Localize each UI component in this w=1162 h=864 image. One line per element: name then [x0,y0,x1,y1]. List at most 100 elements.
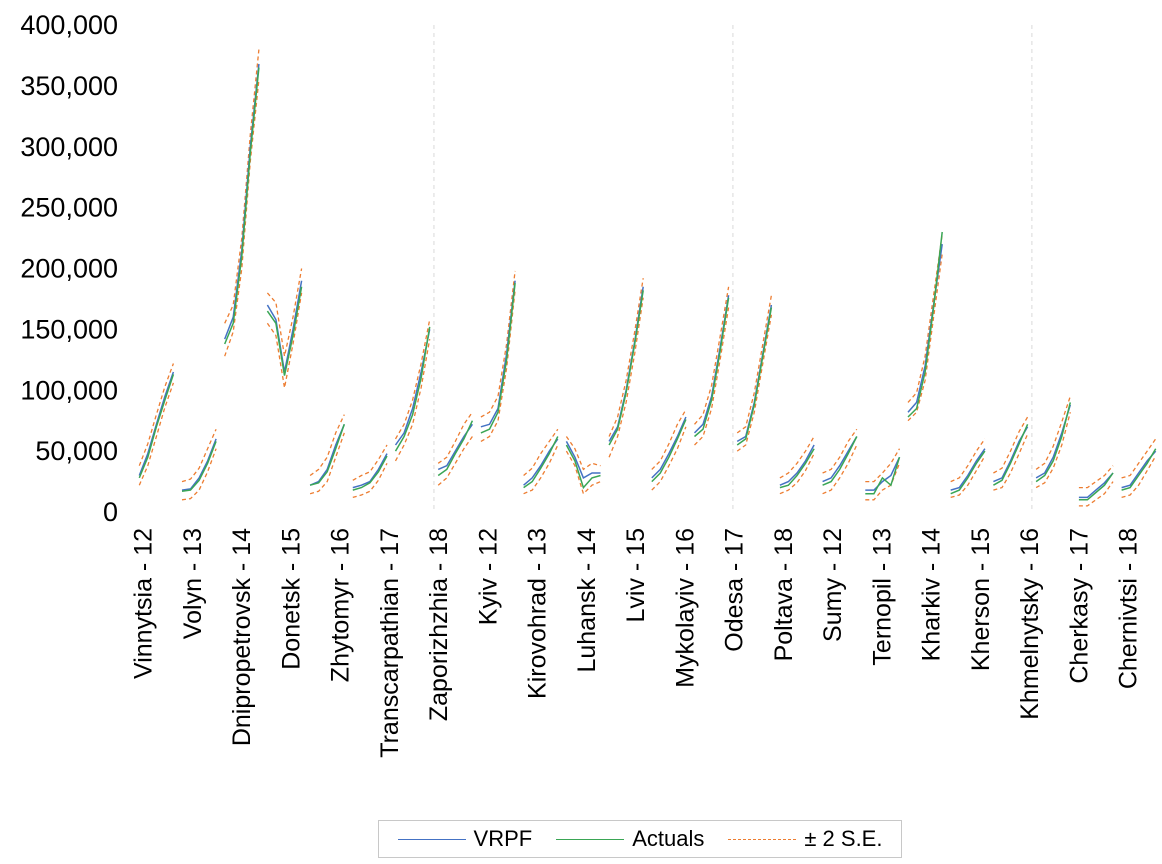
actuals-line [352,455,388,491]
y-tick-label: 350,000 [20,71,118,101]
se-lower-line [309,432,345,495]
actuals-line [694,297,730,438]
vrpf-line [822,436,858,483]
vrpf-line [266,280,303,373]
vrpf-lines [138,63,1157,499]
se-lower-line [138,382,175,486]
legend-swatch-vrpf [397,838,466,840]
y-tick-label: 400,000 [20,10,118,40]
vrpf-line [181,438,217,491]
se-upper-line [1078,465,1114,489]
actuals-line [138,374,175,479]
actuals-lines [138,67,1157,501]
se-upper-line [523,428,559,476]
legend-swatch-se [728,838,797,840]
vrpf-line [907,243,943,413]
actuals-line [736,307,773,446]
x-tick-label: Zhytomyr - 16 [327,528,355,682]
se-lower-line [694,307,730,446]
vrpf-line [779,444,815,486]
actuals-line [437,420,474,477]
actuals-line [907,231,943,418]
se-upper-line [1035,396,1071,470]
se-lower-line [907,253,943,422]
se-lower-line [865,463,901,501]
actuals-line [309,424,346,486]
vrpf-line [565,441,601,479]
actuals-line [865,456,901,495]
se-upper-line [907,234,943,403]
actuals-line [1078,472,1114,501]
se-upper-line [651,409,687,470]
legend-item-vrpf: VRPF [397,826,533,852]
vrpf-line [224,63,260,340]
x-tick-label: Dnipropetrovsk - 14 [228,528,256,746]
se-band-lines [138,49,1157,507]
se-upper-line [950,438,986,483]
actuals-line [480,283,516,434]
legend-item-actuals: Actuals [556,826,704,852]
x-tick-label: Zaporizhzhia - 18 [425,528,453,721]
actuals-line [224,67,260,345]
se-upper-line [224,49,260,324]
x-tick-label: Odesa - 17 [721,528,749,652]
se-upper-line [993,416,1029,474]
actuals-line [1035,402,1072,483]
y-tick-label: 250,000 [20,193,118,223]
se-upper-line [736,295,773,434]
actuals-line [181,441,217,493]
se-upper-line [1121,438,1157,479]
vrpf-line [309,424,345,486]
x-tick-label: Chernivtsi - 18 [1115,528,1143,689]
x-tick-label: Kharkiv - 14 [918,528,946,661]
se-upper-line [608,278,644,437]
x-tick-label: Mykolayiv - 16 [671,528,699,688]
se-lower-line [1078,481,1114,507]
se-lower-line [1121,455,1157,499]
x-tick-label: Volyn - 13 [179,528,207,639]
x-tick-label: Transcarpathian - 17 [376,528,404,758]
se-upper-line [480,270,516,418]
legend-swatch-actuals [556,838,625,840]
y-axis-ticks: 0 50,000 100,000 150,000 200,000 250,000 300,0… [20,10,118,527]
actuals-line [394,326,431,452]
vrpf-line [608,286,644,442]
se-upper-line [822,428,858,474]
vrpf-line [950,448,986,491]
actuals-line [1121,448,1157,491]
actuals-line [266,286,303,376]
y-tick-label: 100,000 [20,375,118,405]
legend: VRPF Actuals ± 2 S.E. [378,820,902,858]
se-lower-line [224,79,260,357]
x-tick-label: Sumy - 12 [819,528,847,642]
legend-label-vrpf: VRPF [473,826,533,851]
se-lower-line [181,448,217,501]
actuals-line [779,448,815,489]
x-tick-label: Kirovohrad - 13 [524,528,552,699]
actuals-line [950,450,986,495]
vrpf-line [1035,404,1072,479]
se-upper-line [779,436,815,479]
se-lower-line [822,444,858,495]
se-upper-line [394,319,431,440]
vrpf-line [865,456,901,491]
vrpf-line [394,329,431,446]
se-lower-line [266,292,303,388]
x-tick-label: Cherkasy - 17 [1065,528,1093,684]
se-upper-line [565,436,601,471]
se-upper-line [694,286,730,425]
se-lower-line [950,455,986,499]
se-upper-line [865,448,901,483]
x-tick-label: Lviv - 15 [622,528,650,622]
y-tick-label: 50,000 [35,436,118,466]
se-upper-line [181,428,217,483]
x-tick-label: Ternopil - 13 [868,528,896,666]
legend-label-se: ± 2 S.E. [804,826,883,851]
actuals-line [993,424,1029,486]
se-upper-line [266,268,303,357]
x-tick-label: Khmelnytsky - 16 [1016,528,1044,720]
actuals-line [651,419,687,483]
y-tick-label: 150,000 [20,314,118,344]
se-upper-line [437,411,473,464]
actuals-line [608,290,644,446]
